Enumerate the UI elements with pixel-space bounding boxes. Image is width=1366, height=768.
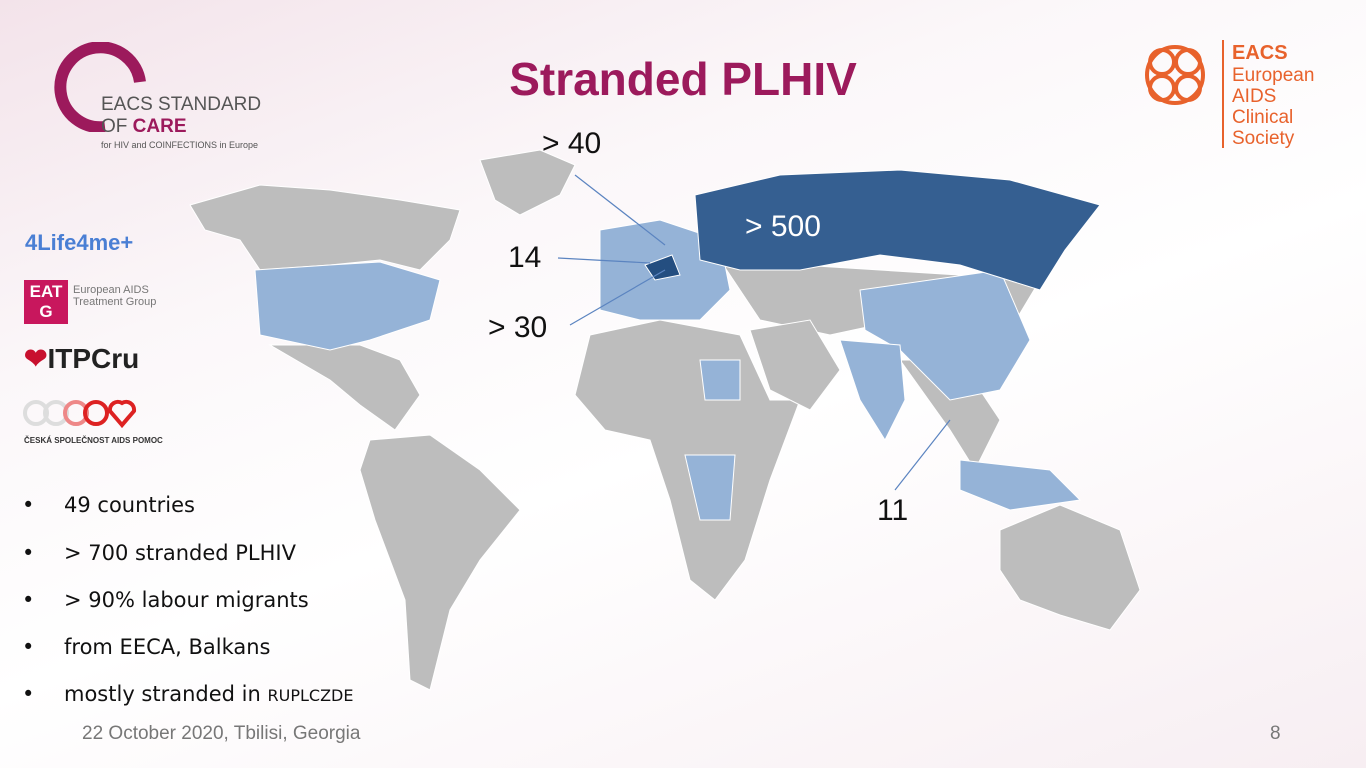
logo-text: EACS (1232, 42, 1288, 64)
greenland (479, 149, 576, 216)
indonesia (959, 459, 1082, 511)
partner-logo-text: ITPCru (47, 343, 140, 374)
logo-text: European AIDS Clinical Society (1232, 65, 1314, 149)
australia (999, 504, 1141, 631)
bullet: • 49 countries (22, 493, 195, 517)
arrow (557, 257, 651, 264)
bullet-text: mostly stranded in (64, 682, 261, 706)
india (839, 339, 906, 442)
bullet-text: RUPLCZDE (267, 686, 354, 705)
bullet: • > 90% labour migrants (22, 588, 309, 612)
partner-logo-text: ČESKÁ SPOLEČNOST AIDS POMOC (24, 436, 163, 445)
logo-arc (54, 42, 146, 132)
logo-text: OF CARE (101, 116, 187, 138)
middle-east (749, 319, 841, 411)
egypt (699, 359, 741, 401)
map-label: 14 (508, 241, 542, 274)
page-number: 8 (1270, 723, 1281, 744)
logo-knot (1145, 45, 1205, 105)
germany (644, 254, 681, 281)
partner-logo: EATG (24, 280, 68, 324)
congo (684, 454, 736, 521)
south-america (359, 434, 521, 691)
china (859, 269, 1031, 401)
map-label: 11 (877, 494, 909, 527)
map-label: > 40 (542, 127, 602, 160)
bullet-text: > 700 stranded PLHIV (64, 541, 296, 565)
logo-text: CARE (132, 116, 187, 137)
usa (254, 261, 441, 351)
logo-text: AIDS (1232, 86, 1277, 107)
arrow (574, 174, 666, 246)
north-america-north (189, 184, 461, 271)
logo-text: Society (1232, 128, 1295, 149)
logo-text: European (1232, 65, 1315, 86)
partner-logo-text: European AIDS Treatment Group (73, 284, 157, 308)
bullet-text: > 90% labour migrants (64, 588, 309, 612)
partner-logo-ribbons (23, 399, 137, 429)
bullet: • mostly stranded in RUPLCZDE (22, 682, 354, 706)
footer-date: 22 October 2020, Tbilisi, Georgia (82, 723, 361, 744)
title: Stranded PLHIV (509, 53, 857, 105)
map-label: > 500 (745, 210, 821, 243)
partner-logo: ❤ITPCru (24, 343, 140, 374)
logo-text: for HIV and COINFECTIONS in Europe (101, 140, 259, 150)
map-label: > 30 (488, 311, 548, 344)
logo-text: OF (101, 116, 128, 137)
partner-logo: 4Life4me+ (25, 230, 134, 255)
bullet: • from EECA, Balkans (22, 635, 271, 659)
logo-text: Clinical (1232, 107, 1294, 128)
russia (694, 169, 1101, 291)
central-america (268, 344, 421, 431)
bullet: • > 700 stranded PLHIV (22, 541, 296, 565)
arrow (894, 419, 951, 491)
bullet-text: from EECA, Balkans (64, 635, 271, 659)
divider (1222, 40, 1224, 148)
arrow (569, 269, 666, 326)
bullet-text: 49 countries (64, 493, 195, 517)
logo-text: EACS STANDARD (101, 94, 262, 115)
